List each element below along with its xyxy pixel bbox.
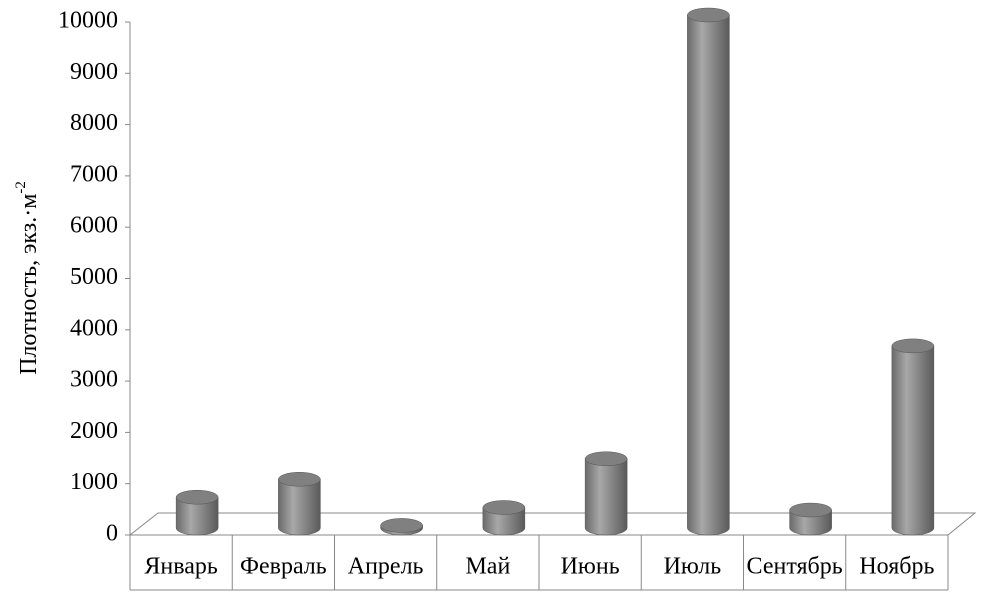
bar <box>687 7 730 536</box>
cylinder-top <box>687 7 730 23</box>
bar <box>789 502 832 536</box>
x-tick-label: Ноябрь <box>859 554 934 580</box>
cylinder-top <box>891 338 935 354</box>
x-tick-label: Июль <box>664 554 722 580</box>
cylinder-body <box>687 14 730 536</box>
cylinder-top <box>584 451 628 466</box>
x-tick-label: Февраль <box>240 554 327 580</box>
cylinder-body <box>482 507 526 536</box>
cylinder-top <box>175 489 219 505</box>
y-tick-label: 0 <box>106 521 118 547</box>
y-tick-label: 10000 <box>58 8 118 34</box>
cylinder-top <box>482 500 526 515</box>
y-tick-label: 3000 <box>70 367 118 393</box>
cylinder-top <box>380 518 423 533</box>
bar <box>175 489 219 536</box>
bar <box>380 518 423 536</box>
floor <box>128 512 977 536</box>
y-tick-label: 7000 <box>70 161 118 187</box>
cylinder-top <box>789 502 832 518</box>
bar <box>891 338 935 536</box>
y-axis-label-main: Плотность, экз.·м <box>16 194 42 375</box>
y-tick-label: 2000 <box>70 418 118 444</box>
cylinder-top <box>278 472 321 487</box>
x-tick-label: Июнь <box>561 554 620 580</box>
cylinder-body <box>175 496 219 536</box>
bar <box>482 500 526 536</box>
y-tick-label: 4000 <box>70 315 118 341</box>
y-axis-label: Плотность, экз.·м-2 <box>13 181 41 375</box>
x-tick-label: Январь <box>144 554 218 580</box>
x-tick-label: Сентябрь <box>747 554 843 580</box>
x-tick-label: Май <box>465 554 510 580</box>
cylinder-body <box>891 345 935 536</box>
bar <box>584 451 628 536</box>
y-axis-label-sup: -2 <box>13 181 29 194</box>
x-tick-label: Апрель <box>348 554 424 580</box>
y-tick-label: 9000 <box>70 59 118 85</box>
y-tick-label: 8000 <box>70 110 118 136</box>
cylinder-body <box>278 479 321 536</box>
y-tick-label: 6000 <box>70 213 118 239</box>
y-tick-label: 1000 <box>70 469 118 495</box>
y-tick-label: 5000 <box>70 264 118 290</box>
cylinder-body <box>584 458 628 536</box>
bar <box>278 472 321 536</box>
